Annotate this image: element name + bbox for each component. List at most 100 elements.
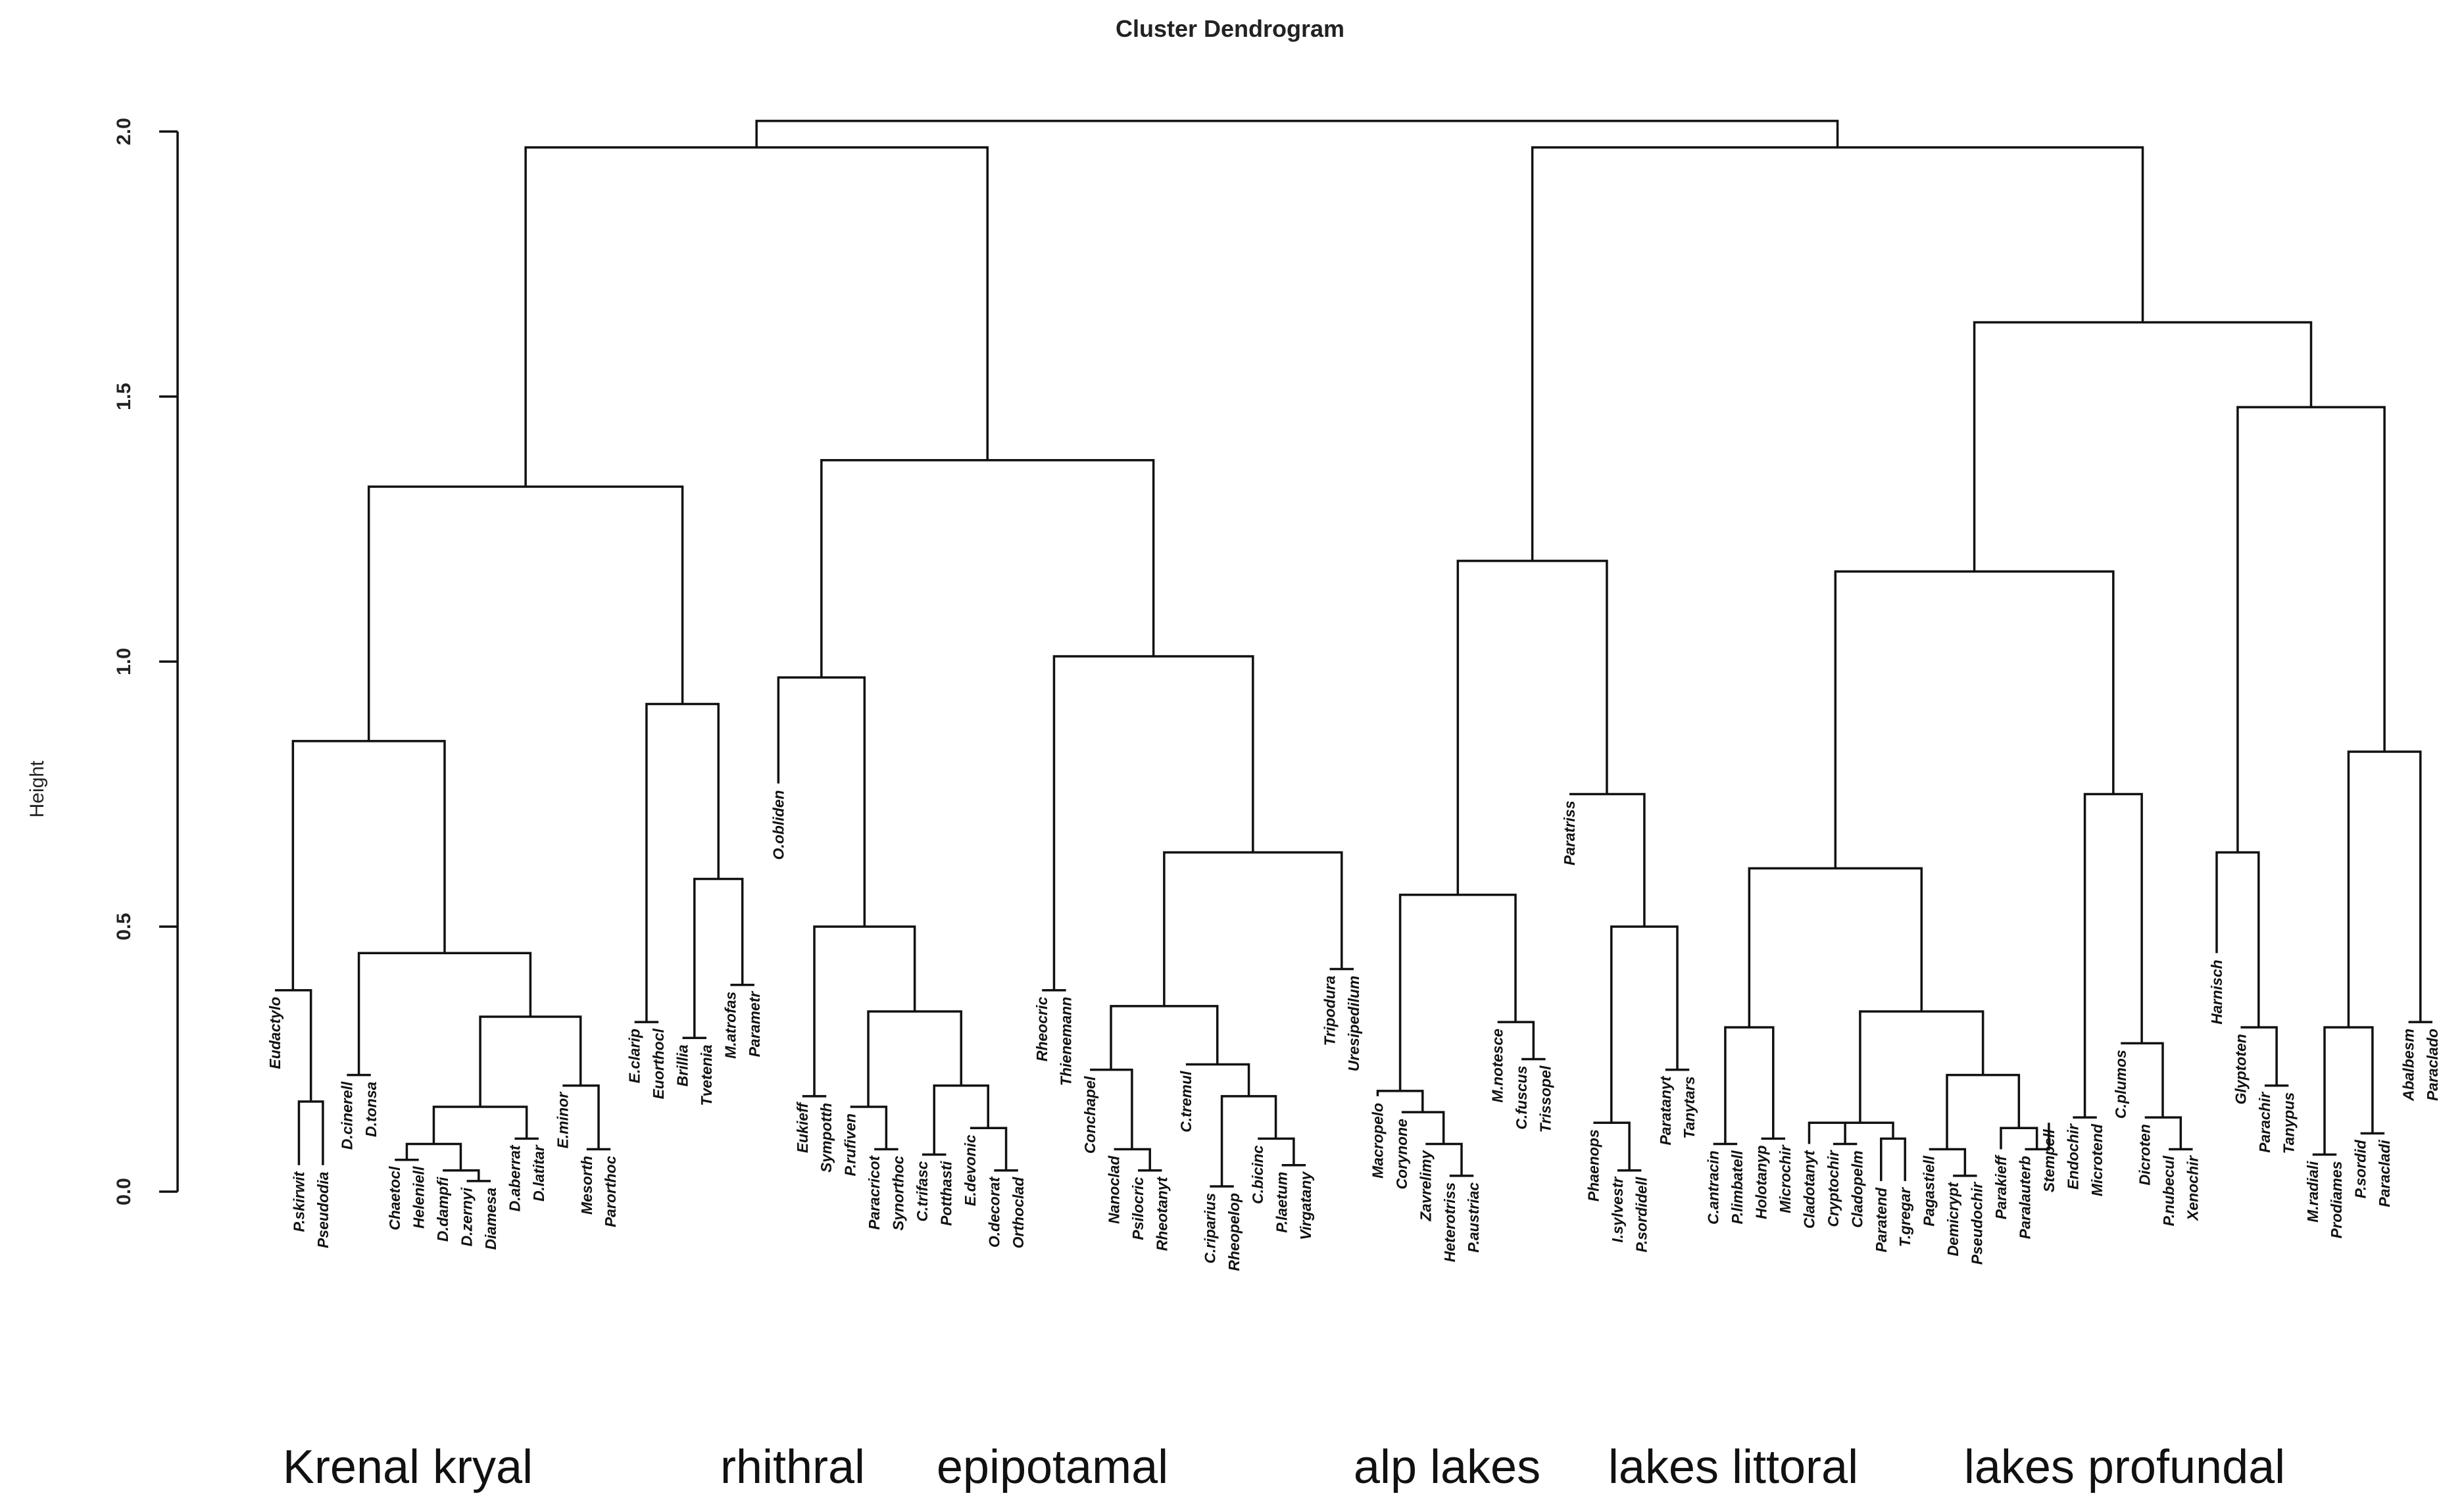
leaf-label: Eukieff [794,1102,811,1154]
leaf-label: Thienemann [1058,997,1075,1086]
leaf-label: C.trifasc [914,1161,931,1221]
leaf-label: P.sordidell [1633,1177,1650,1252]
leaf-label: Microtend [2088,1123,2106,1196]
leaf-label: Eudactylo [266,997,283,1069]
leaf-label: Heleniell [410,1166,428,1228]
leaf-label: Abalbesm [2400,1029,2417,1102]
dendrogram-branch [1497,1021,1535,1059]
dendrogram-branch [1531,146,2144,561]
leaf-label: Cladopelm [1848,1150,1865,1228]
leaf-label: Chaetocl [386,1166,403,1230]
leaf-label: P.laetum [1273,1172,1291,1233]
leaf-label: Tanypus [2280,1092,2297,1154]
dendrogram-branch [2025,1123,2050,1151]
leaf-label: C.bicinc [1249,1145,1266,1204]
leaf-label: Euorthocl [650,1028,667,1099]
dendrogram-branch [1569,792,1646,927]
leaf-label: Paracladi [2376,1140,2393,1207]
dendrogram-branch [1973,321,2313,571]
leaf-label: Macropelo [1369,1103,1386,1178]
dendrogram-branch [1808,1121,1846,1144]
dendrogram-branch [297,1100,324,1165]
y-axis: 0.0 0.5 1.0 1.5 2.0 [113,118,179,1205]
dendrogram-branch [755,120,1839,148]
leaf-label: Paratanyt [1657,1075,1674,1145]
leaf-label: I.sylvestr [1609,1177,1626,1243]
leaf-label: Demicrypt [1944,1181,1961,1256]
leaf-label: Rheotanyt [1153,1176,1170,1251]
leaf-label: E.clarip [626,1029,643,1083]
y-tick-label: 2.0 [113,118,135,145]
leaf-label: Glyptoten [2232,1034,2249,1104]
leaf-label: P.nubecul [2160,1155,2177,1227]
y-tick-label: 1.0 [113,648,135,675]
dendrogram-branch [1110,1005,1219,1070]
leaf-label: Microchir [1777,1144,1794,1213]
leaf-label: C.tremul [1177,1071,1195,1132]
leaf-label: Paracricot [866,1155,883,1230]
dendrogram-branch [867,1010,962,1107]
group-label: lakes profundal [1964,1441,2285,1494]
dendrogram-branch [1593,1121,1631,1171]
leaf-label: Brillia [674,1044,691,1086]
leaf-label: D.cinerell [338,1081,355,1150]
leaf-label: Conchapel [1081,1076,1098,1154]
leaf-label: Stempell [2040,1129,2057,1192]
leaf-label: Trissopel [1537,1065,1554,1132]
leaf-label: D.tonsa [362,1081,380,1137]
dendrogram-branch [432,1105,528,1144]
leaf-label: Paratend [1873,1187,1890,1252]
leaf-label: M.atrofas [722,992,739,1059]
dendrogram-branch [1090,1068,1133,1150]
dendrogram-branch [850,1105,888,1150]
leaf-label: Paralauterb [2016,1156,2033,1240]
leaf-label: Rheopelop [1225,1193,1243,1271]
dendrogram-branch [1114,1148,1151,1171]
leaf-label: C.plumos [2112,1050,2129,1119]
leaf-label: P.rufiven [842,1113,859,1176]
dendrogram-branch [2236,406,2386,853]
dendrogram-branch [2121,1042,2164,1118]
dendrogram-branch [562,1084,600,1150]
dendrogram-branch [970,1127,1008,1171]
dendrogram-branch [820,458,1155,678]
leaf-label: Parorthoc [602,1155,619,1227]
leaf-label: Pseudochir [1969,1182,1986,1265]
dendrogram-branch [1827,1121,1894,1139]
leaf-label: O.decorat [985,1176,1002,1248]
dendrogram-branch [1456,560,1608,895]
leaf-label: Tanytars [1681,1077,1698,1139]
leaf-label: Mesorth [578,1156,595,1215]
group-label: lakes littoral [1608,1441,1858,1494]
dendrogram-branch [1859,1010,1984,1123]
group-label: rhithral [720,1441,865,1494]
y-tick-label: 0.0 [113,1178,135,1205]
dendrogram-branch [2347,750,2422,1028]
leaf-label: Xenochir [2184,1155,2202,1221]
leaf-label: Pagastiell [1921,1155,1938,1227]
leaf-label: Synorthoc [890,1155,907,1230]
leaf-label: Cladotanyt [1800,1150,1817,1228]
leaf-label: D.aberrat [506,1144,523,1211]
dendrogram-branch [1185,1063,1250,1096]
dendrogram-branch [1401,1111,1445,1144]
dendrogram-branch [1052,655,1254,990]
group-label: alp lakes [1354,1441,1540,1494]
leaf-label: D.zernyi [458,1187,476,1246]
dendrogram-branch [1163,851,1343,1006]
leaf-label: Diamesa [482,1188,499,1250]
dendrogram-branch [1258,1137,1295,1165]
group-label: Krenal kryal [283,1441,533,1494]
leaf-label: Orthoclad [1010,1177,1027,1249]
leaf-label: D.latitar [530,1144,547,1202]
y-tick-label: 0.5 [113,913,135,940]
dendrogram-branch [275,988,312,1102]
dendrogram-branch [1748,867,1923,1028]
leaf-label: Harnisch [2208,959,2225,1024]
leaf-label: O.obliden [770,790,787,860]
leaf-label: P.sordid [2352,1139,2369,1198]
leaf-label: C.antracin [1705,1150,1722,1224]
leaf-label: E.devonic [962,1134,979,1206]
leaf-label: Phaenops [1585,1129,1602,1202]
